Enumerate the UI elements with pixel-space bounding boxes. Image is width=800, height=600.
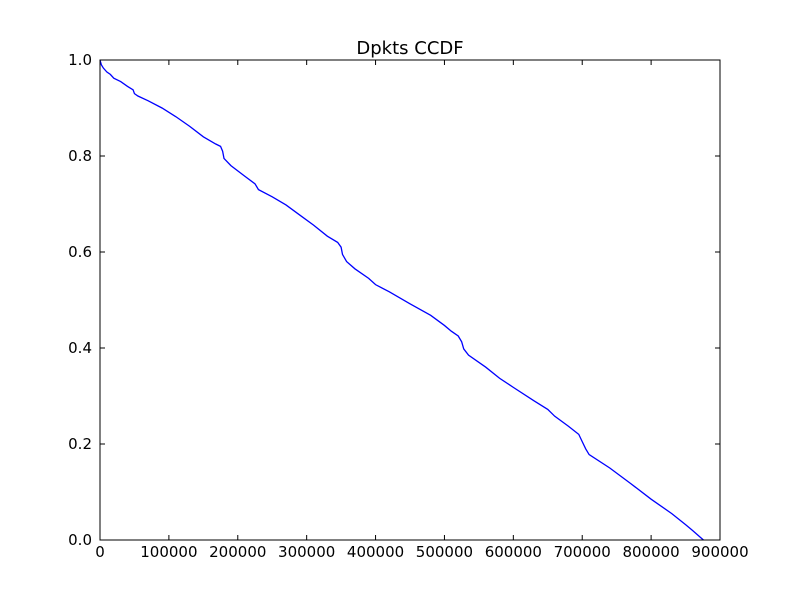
y-axis: 0.0 0.2 0.4 0.6 0.8 1.0 <box>68 51 720 549</box>
y-tick-label: 0.6 <box>68 243 92 261</box>
x-axis: 0 100000 200000 300000 400000 500000 600000 700… <box>95 60 749 561</box>
x-tick-label: 600000 <box>485 543 542 561</box>
y-tick-label: 0.0 <box>68 531 92 549</box>
y-tick-label: 0.8 <box>68 147 92 165</box>
x-tick-label: 200000 <box>209 543 266 561</box>
chart-title: Dpkts CCDF <box>356 38 463 59</box>
plot-area <box>99 59 704 541</box>
x-tick-label: 300000 <box>278 543 335 561</box>
x-tick-label: 500000 <box>416 543 473 561</box>
x-tick-label: 900000 <box>691 543 748 561</box>
plot-frame <box>99 59 721 541</box>
y-tick-label: 0.4 <box>68 339 92 357</box>
y-tick-label: 1.0 <box>68 51 92 69</box>
ccdf-line-series-0 <box>99 59 704 541</box>
x-tick-label: 800000 <box>622 543 679 561</box>
y-tick-label: 0.2 <box>68 435 92 453</box>
x-tick-label: 0 <box>95 543 105 561</box>
x-tick-label: 400000 <box>347 543 404 561</box>
x-tick-label: 700000 <box>554 543 611 561</box>
x-tick-label: 100000 <box>140 543 197 561</box>
